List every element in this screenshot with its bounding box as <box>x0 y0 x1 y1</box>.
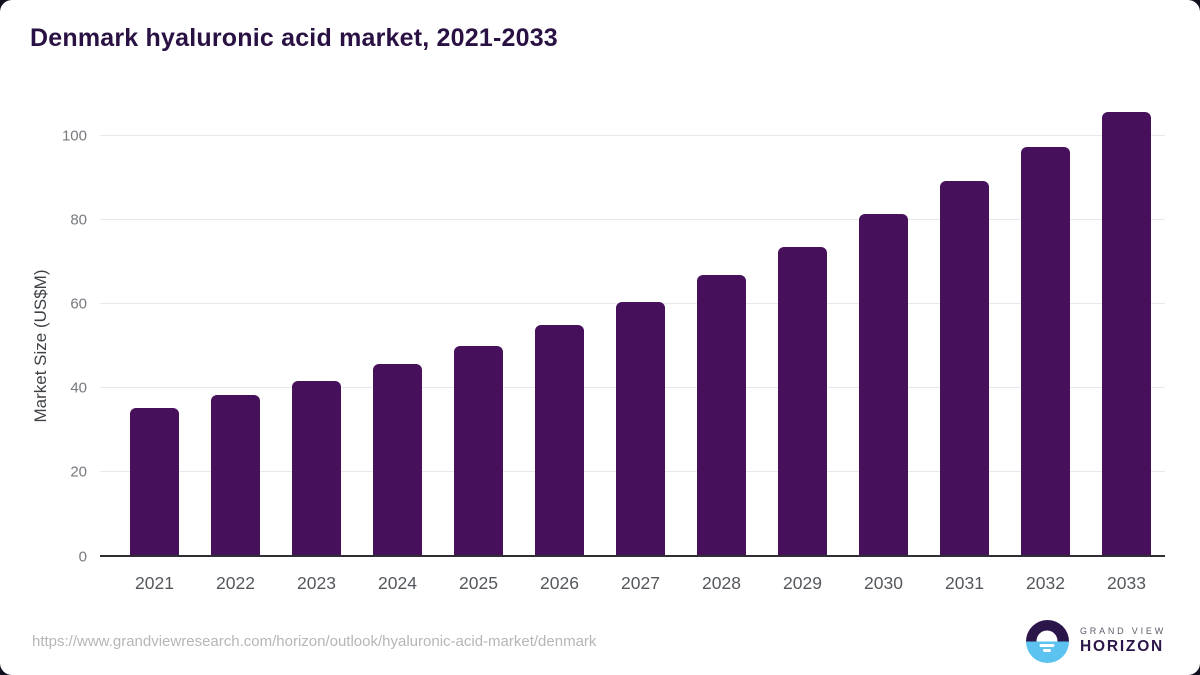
bar-column-2022: 2022 <box>211 97 260 593</box>
x-axis-line <box>100 554 1165 557</box>
bar-2027 <box>616 301 665 557</box>
x-tick-label-2031: 2031 <box>945 572 984 593</box>
bar-2032 <box>1021 147 1070 557</box>
gridline-80 <box>100 218 1165 220</box>
bar-2028 <box>697 275 746 557</box>
bar-2026 <box>535 324 584 557</box>
logo-brand-name: GRAND VIEW <box>1079 626 1166 637</box>
bar-2023 <box>292 380 341 557</box>
bar-column-2025: 2025 <box>454 97 503 593</box>
y-tick-label-0: 0 <box>78 548 87 565</box>
logo-text: GRAND VIEW HORIZON <box>1080 627 1166 655</box>
bar-2031 <box>940 180 989 557</box>
x-tick-label-2026: 2026 <box>540 572 579 593</box>
bar-2022 <box>211 394 260 557</box>
x-tick-label-2021: 2021 <box>135 572 174 593</box>
bar-2033 <box>1102 111 1151 557</box>
bar-2029 <box>778 247 827 557</box>
water-reflection-line <box>1043 649 1052 652</box>
gridline-100 <box>100 134 1165 136</box>
x-tick-label-2023: 2023 <box>297 572 336 593</box>
x-tick-label-2029: 2029 <box>783 572 822 593</box>
y-tick-label-80: 80 <box>70 211 87 229</box>
y-tick-label-20: 20 <box>70 463 87 481</box>
bar-column-2024: 2024 <box>373 97 422 593</box>
bar-column-2026: 2026 <box>535 97 584 593</box>
bars-container: 2021 2022 2023 2024 2025 2026 2027 2028 2029 2030… <box>100 97 1165 593</box>
x-tick-label-2028: 2028 <box>702 572 741 593</box>
bar-column-2027: 2027 <box>616 97 665 593</box>
bar-column-2030: 2030 <box>859 97 908 593</box>
bar-column-2032: 2032 <box>1021 97 1070 593</box>
chart-title: Denmark hyaluronic acid market, 2021-203… <box>30 24 558 52</box>
logo-product-name: HORIZON <box>1079 638 1165 656</box>
sun-over-water-circle-icon <box>1025 619 1069 663</box>
bar-column-2021: 2021 <box>130 97 179 593</box>
x-tick-label-2032: 2032 <box>1026 572 1065 593</box>
bar-column-2029: 2029 <box>778 97 827 593</box>
bar-2025 <box>454 345 503 557</box>
y-axis-title: Market Size (US$M) <box>31 269 50 423</box>
x-tick-label-2024: 2024 <box>378 572 417 593</box>
bar-column-2028: 2028 <box>697 97 746 593</box>
x-tick-label-2027: 2027 <box>621 572 660 593</box>
y-tick-label-100: 100 <box>61 127 87 145</box>
bar-2030 <box>859 213 908 557</box>
source-url: https://www.grandviewresearch.com/horizo… <box>32 632 597 650</box>
water-reflection-line <box>1039 643 1055 647</box>
bar-column-2033: 2033 <box>1102 97 1151 593</box>
bar-2024 <box>373 363 422 557</box>
x-tick-label-2033: 2033 <box>1107 572 1146 593</box>
x-tick-label-2030: 2030 <box>864 572 903 593</box>
x-tick-label-2025: 2025 <box>459 572 498 593</box>
sun-shape <box>1036 630 1058 641</box>
x-tick-label-2022: 2022 <box>216 572 255 593</box>
grand-view-horizon-logo: GRAND VIEW HORIZON <box>1025 619 1166 663</box>
bar-column-2023: 2023 <box>292 97 341 593</box>
bar-2021 <box>130 407 179 557</box>
y-tick-label-60: 60 <box>70 295 87 313</box>
bar-column-2031: 2031 <box>940 97 989 593</box>
bar-chart-plot-area: 0 20 40 60 80 100 2021 2022 2023 2024 2025 2026 2027… <box>62 97 1165 593</box>
footer: https://www.grandviewresearch.com/horizo… <box>32 616 1166 666</box>
y-tick-label-40: 40 <box>70 379 87 397</box>
